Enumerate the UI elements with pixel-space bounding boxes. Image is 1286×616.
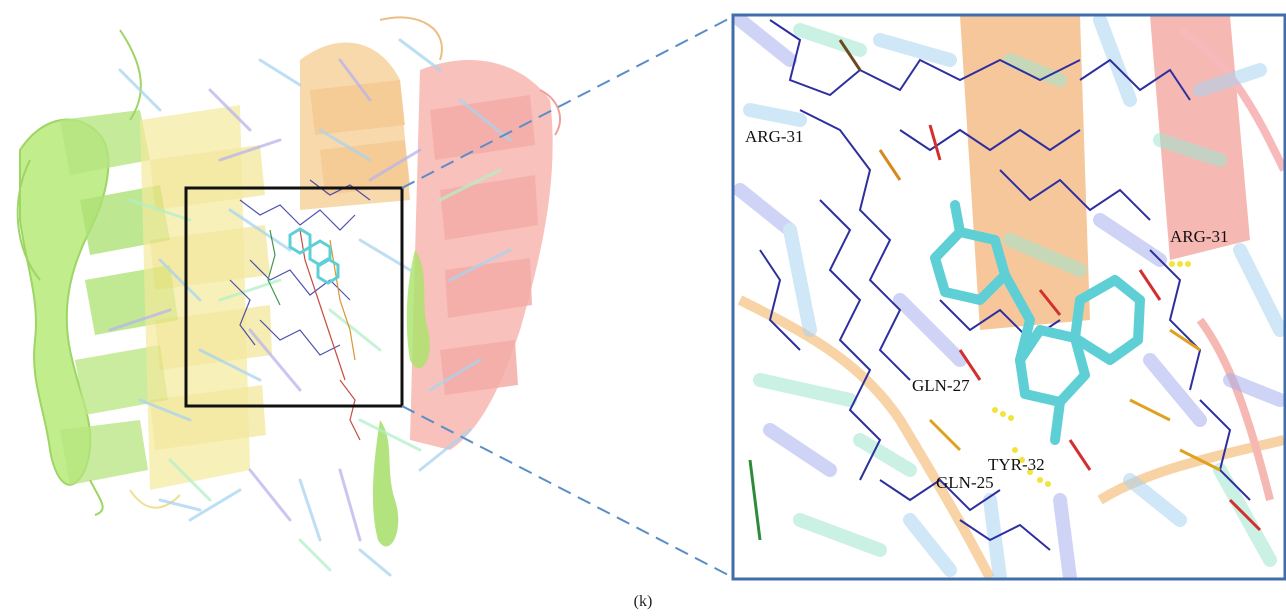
yellow-chain-ribbon: [129, 105, 272, 509]
zoom-panel: ARG-31 ARG-31 GLN-27 TYR-32 GLN-25: [734, 16, 1284, 578]
selection-box: [184, 186, 404, 408]
zoom-wire-atoms: [748, 39, 1262, 541]
label-gln27: GLN-27: [912, 376, 970, 395]
ligand-overview: [288, 227, 340, 285]
figure-caption: (k): [633, 593, 653, 610]
label-arg31-right: ARG-31: [1170, 227, 1229, 246]
protein-overview: [16, 16, 561, 577]
ligand-zoom: [930, 200, 1145, 445]
green-helix: [372, 250, 430, 547]
connector-top: [401, 15, 735, 189]
hbond-dots: [992, 261, 1191, 487]
connector-bottom: [401, 405, 735, 579]
stick-bonds-overview: [108, 38, 512, 577]
zoom-frame: [731, 13, 1286, 581]
label-tyr32: TYR-32: [988, 455, 1045, 474]
label-arg31-left: ARG-31: [745, 127, 804, 146]
zoom-wire-backbone: [759, 19, 1251, 551]
orange-chain-ribbon: [300, 16, 443, 210]
label-gln25: GLN-25: [936, 473, 994, 492]
red-chain-ribbon: [410, 60, 561, 450]
wire-bonds-overview: [229, 179, 371, 441]
